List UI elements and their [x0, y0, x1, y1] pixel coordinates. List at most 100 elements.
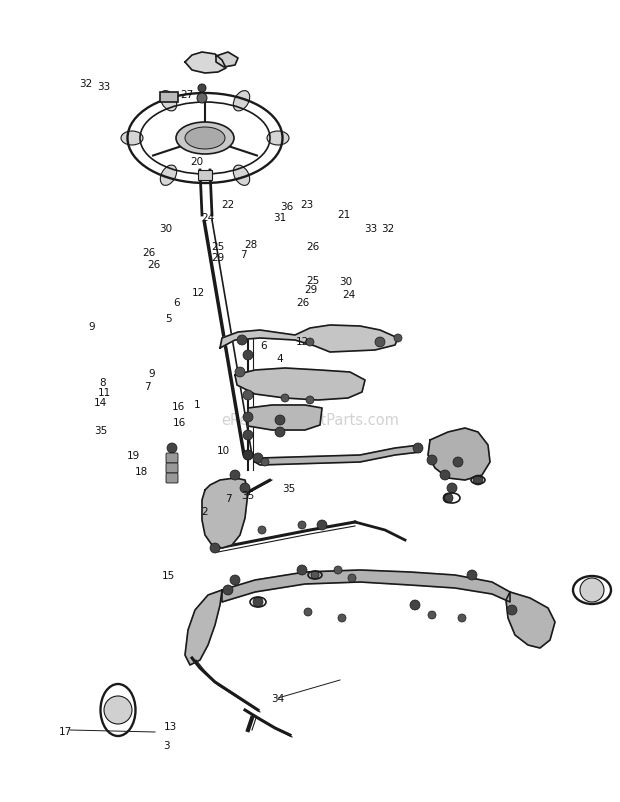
Polygon shape: [235, 368, 365, 400]
Text: 35: 35: [241, 491, 255, 500]
Ellipse shape: [267, 131, 289, 145]
Text: 19: 19: [127, 451, 141, 460]
Text: 4: 4: [277, 354, 283, 364]
Text: 21: 21: [337, 210, 351, 220]
Circle shape: [243, 430, 253, 440]
Circle shape: [197, 93, 207, 103]
Text: 29: 29: [304, 286, 318, 295]
Circle shape: [440, 470, 450, 480]
Circle shape: [275, 415, 285, 425]
Circle shape: [447, 483, 457, 493]
Text: 30: 30: [159, 224, 173, 233]
Circle shape: [237, 335, 247, 345]
Text: 25: 25: [211, 242, 225, 252]
Circle shape: [317, 520, 327, 530]
Text: 33: 33: [97, 82, 111, 91]
Text: 33: 33: [364, 224, 378, 233]
Circle shape: [210, 543, 220, 553]
Ellipse shape: [176, 122, 234, 154]
Ellipse shape: [161, 165, 177, 185]
Polygon shape: [185, 52, 226, 73]
Text: 26: 26: [306, 242, 320, 252]
Polygon shape: [255, 445, 420, 465]
FancyBboxPatch shape: [166, 453, 178, 463]
Text: 27: 27: [180, 90, 194, 99]
Ellipse shape: [161, 91, 177, 111]
Text: 2: 2: [202, 507, 208, 516]
Circle shape: [394, 334, 402, 342]
Circle shape: [306, 396, 314, 404]
Circle shape: [443, 493, 453, 503]
Circle shape: [167, 463, 177, 473]
Text: 30: 30: [339, 277, 353, 287]
Text: 32: 32: [381, 224, 394, 233]
Text: 6: 6: [260, 342, 267, 351]
Text: 8: 8: [99, 378, 105, 387]
Text: 24: 24: [201, 213, 215, 223]
Circle shape: [375, 337, 385, 347]
Text: 34: 34: [271, 695, 285, 704]
Circle shape: [243, 450, 253, 460]
Bar: [160, 92, 178, 102]
Circle shape: [243, 350, 253, 360]
Text: 6: 6: [174, 298, 180, 308]
Text: 24: 24: [342, 290, 355, 300]
Circle shape: [243, 390, 253, 400]
Circle shape: [235, 367, 245, 377]
Text: 12: 12: [192, 288, 205, 298]
Circle shape: [306, 338, 314, 346]
FancyBboxPatch shape: [166, 473, 178, 483]
Circle shape: [275, 427, 285, 437]
Text: 23: 23: [300, 200, 314, 209]
Circle shape: [253, 597, 263, 607]
Text: 20: 20: [190, 157, 204, 167]
Polygon shape: [216, 52, 238, 67]
Circle shape: [223, 585, 233, 595]
Circle shape: [507, 605, 517, 615]
Circle shape: [253, 453, 263, 463]
Text: 17: 17: [58, 727, 72, 737]
Circle shape: [167, 443, 177, 453]
Text: 35: 35: [281, 484, 295, 494]
Circle shape: [410, 600, 420, 610]
Text: 9: 9: [89, 322, 95, 332]
Text: 11: 11: [97, 388, 111, 398]
Circle shape: [261, 458, 269, 466]
Circle shape: [258, 526, 266, 534]
Circle shape: [298, 521, 306, 529]
Text: 7: 7: [240, 250, 246, 260]
Circle shape: [311, 571, 319, 579]
Ellipse shape: [233, 91, 250, 111]
Polygon shape: [428, 428, 490, 480]
Text: 18: 18: [135, 467, 148, 476]
Polygon shape: [185, 590, 222, 665]
Text: 26: 26: [142, 248, 156, 257]
Circle shape: [167, 453, 177, 463]
Circle shape: [304, 608, 312, 616]
Circle shape: [348, 574, 356, 582]
Text: 5: 5: [166, 314, 172, 324]
Circle shape: [427, 455, 437, 465]
Circle shape: [413, 443, 423, 453]
Text: 9: 9: [149, 369, 155, 379]
Text: 16: 16: [171, 403, 185, 412]
Circle shape: [297, 565, 307, 575]
Polygon shape: [248, 405, 322, 430]
Text: 14: 14: [94, 398, 107, 407]
Circle shape: [428, 611, 436, 619]
Circle shape: [281, 394, 289, 402]
Text: 36: 36: [280, 202, 293, 212]
Text: 26: 26: [147, 260, 161, 269]
Text: 35: 35: [94, 427, 107, 436]
Ellipse shape: [121, 131, 143, 145]
Text: 22: 22: [221, 200, 235, 209]
Text: 29: 29: [211, 253, 225, 263]
Text: eReplacementParts.com: eReplacementParts.com: [221, 412, 399, 427]
Ellipse shape: [185, 127, 225, 149]
Text: 7: 7: [144, 383, 151, 392]
Circle shape: [230, 575, 240, 585]
Text: 25: 25: [306, 276, 320, 286]
Circle shape: [198, 84, 206, 92]
Text: 16: 16: [173, 418, 187, 427]
Text: 26: 26: [296, 298, 309, 308]
